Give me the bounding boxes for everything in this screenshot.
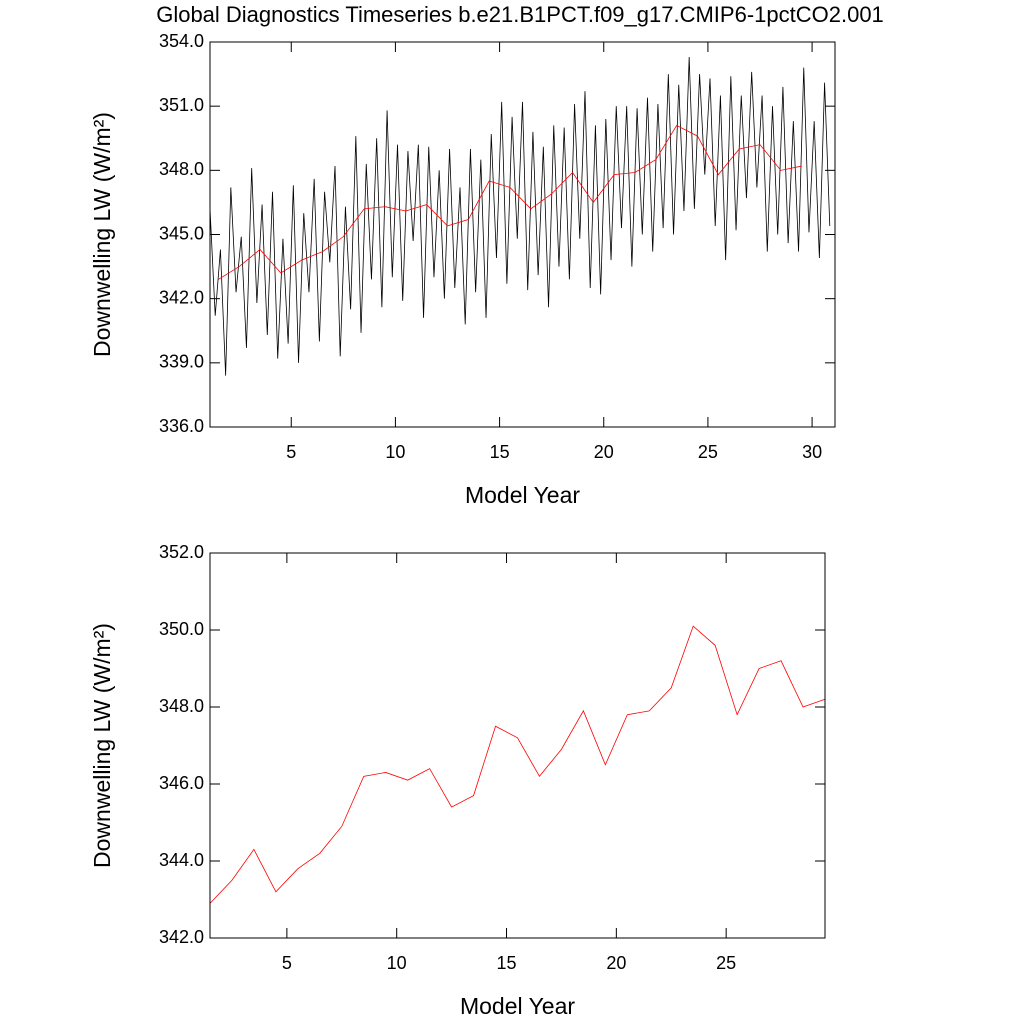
y-axis-label: Downwelling LW (W/m²) xyxy=(89,623,115,868)
x-tick-label: 15 xyxy=(497,953,517,973)
y-tick-label: 339.0 xyxy=(159,352,204,372)
data-line xyxy=(209,56,831,376)
y-tick-label: 342.0 xyxy=(159,287,204,307)
y-tick-label: 348.0 xyxy=(159,159,204,179)
y-tick-label: 346.0 xyxy=(159,773,204,793)
data-line xyxy=(218,124,802,280)
x-tick-label: 15 xyxy=(490,442,510,462)
y-tick-label: 336.0 xyxy=(159,416,204,436)
data-line xyxy=(209,625,826,904)
y-tick-label: 344.0 xyxy=(159,850,204,870)
y-tick-label: 345.0 xyxy=(159,223,204,243)
x-tick-label: 20 xyxy=(606,953,626,973)
y-tick-label: 342.0 xyxy=(159,927,204,947)
x-tick-label: 30 xyxy=(802,442,822,462)
x-tick-label: 20 xyxy=(594,442,614,462)
figure-title: Global Diagnostics Timeseries b.e21.B1PC… xyxy=(156,2,884,27)
x-tick-label: 25 xyxy=(698,442,718,462)
x-axis-label: Model Year xyxy=(465,482,580,508)
x-tick-label: 10 xyxy=(385,442,405,462)
y-tick-label: 351.0 xyxy=(159,95,204,115)
y-axis-label: Downwelling LW (W/m²) xyxy=(89,112,115,357)
y-tick-label: 354.0 xyxy=(159,31,204,51)
x-axis-label: Model Year xyxy=(460,993,575,1019)
y-tick-label: 348.0 xyxy=(159,696,204,716)
plot-frame xyxy=(209,552,826,939)
x-tick-label: 5 xyxy=(286,442,296,462)
x-tick-label: 25 xyxy=(716,953,736,973)
x-tick-label: 5 xyxy=(282,953,292,973)
y-tick-label: 350.0 xyxy=(159,619,204,639)
y-tick-label: 352.0 xyxy=(159,542,204,562)
x-tick-label: 10 xyxy=(387,953,407,973)
